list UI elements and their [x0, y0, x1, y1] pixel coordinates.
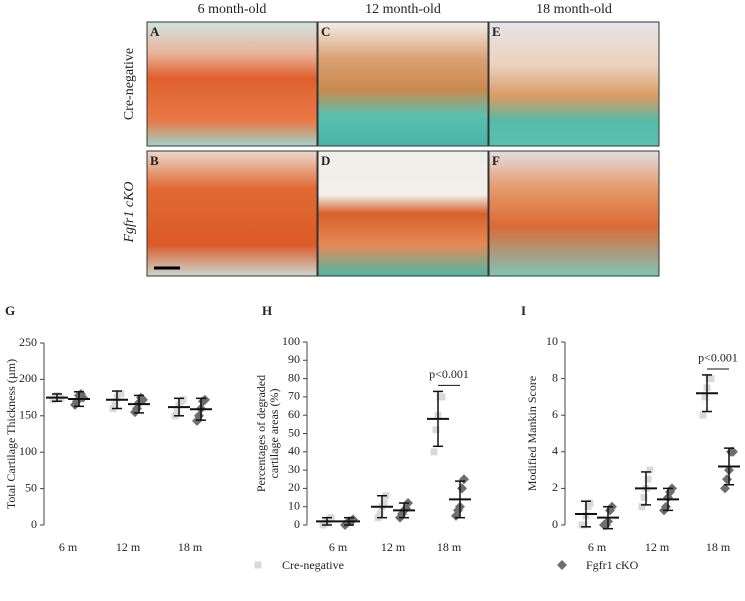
point [707, 375, 715, 383]
point [638, 503, 646, 511]
y-tick-label: 90 [288, 352, 300, 366]
point [644, 475, 652, 483]
y-tick-label: 6 [552, 407, 558, 421]
x-tick-label: 6 m [329, 540, 348, 554]
y-tick-label: 10 [546, 334, 558, 348]
y-tick-label: 250 [19, 335, 37, 349]
y-tick-label: 50 [288, 425, 300, 439]
point [117, 390, 125, 398]
point [254, 561, 262, 569]
point [580, 521, 588, 529]
image [146, 150, 318, 277]
point [200, 394, 210, 405]
y-tick-label: 2 [552, 480, 558, 494]
y-tick-label: 20 [288, 480, 300, 494]
image [488, 150, 660, 277]
legend-label: Cre-negative [282, 558, 344, 572]
y-tick-label: 0 [294, 517, 300, 531]
point [380, 499, 388, 507]
x-tick-label: 12 m [116, 540, 141, 554]
panel-label: F [492, 153, 500, 168]
legend-label: Fgfr1 cKO [586, 558, 639, 572]
x-tick-label: 18 m [437, 540, 462, 554]
y-tick-label: 80 [288, 370, 300, 384]
panel-label: D [321, 153, 330, 168]
point [722, 474, 732, 485]
row-label: Fgfr1 cKO [122, 181, 137, 243]
point [640, 494, 648, 502]
point [179, 396, 187, 404]
point [111, 401, 119, 409]
y-tick-label: 150 [19, 408, 37, 422]
point [78, 392, 88, 403]
x-tick-label: 18 m [706, 540, 731, 554]
y-tick-label: 50 [25, 480, 37, 494]
panel-label: A [150, 24, 160, 39]
panel-label: G [5, 303, 15, 318]
panel-label: C [321, 24, 330, 39]
y-tick-label: 30 [288, 462, 300, 476]
histology: 6 month-old 12 month-old 18 month-old Cr… [122, 2, 660, 277]
point [557, 560, 567, 570]
x-tick-label: 6 m [59, 540, 78, 554]
column-header: 12 month-old [365, 2, 441, 17]
point [457, 483, 467, 494]
y-axis-label: cartilage areas (%) [267, 389, 281, 479]
x-tick-label: 12 m [645, 540, 670, 554]
column-header: 18 month-old [536, 2, 612, 17]
point [430, 448, 438, 456]
annotation: p<0.001 [698, 351, 738, 365]
y-tick-label: 0 [552, 517, 558, 531]
x-tick-label: 18 m [178, 540, 203, 554]
panel-label: B [150, 153, 159, 168]
y-axis-label: Modified Mankin Score [525, 376, 539, 491]
panel-label: E [492, 24, 501, 39]
y-tick-label: 8 [552, 370, 558, 384]
point [438, 393, 446, 401]
y-axis-label: Total Cartilage Thickness (µm) [4, 359, 18, 509]
y-tick-label: 4 [552, 444, 558, 458]
x-tick-label: 12 m [381, 540, 406, 554]
point [138, 394, 148, 405]
y-tick-label: 70 [288, 389, 300, 403]
column-header: 6 month-old [198, 2, 267, 17]
y-tick-label: 0 [31, 517, 37, 531]
image [488, 21, 660, 147]
point [720, 483, 730, 494]
annotation: p<0.001 [429, 367, 469, 381]
x-tick-label: 6 m [588, 540, 607, 554]
point [584, 503, 592, 511]
panel-label: I [521, 303, 526, 318]
point [728, 446, 738, 457]
point [646, 466, 654, 474]
point [586, 499, 594, 507]
image [317, 21, 489, 147]
panel-label: H [262, 303, 272, 318]
y-tick-label: 10 [288, 498, 300, 512]
point [432, 426, 440, 434]
y-tick-label: 60 [288, 407, 300, 421]
point [699, 411, 707, 419]
image [317, 150, 489, 277]
y-tick-label: 100 [19, 444, 37, 458]
point [376, 510, 384, 518]
point [173, 408, 181, 416]
y-tick-label: 200 [19, 371, 37, 385]
row-label: Cre-negative [122, 48, 137, 120]
point [701, 393, 709, 401]
y-tick-label: 100 [282, 334, 300, 348]
y-axis-label: Percentages of degraded [254, 375, 268, 492]
image [146, 21, 318, 147]
y-tick-label: 40 [288, 444, 300, 458]
